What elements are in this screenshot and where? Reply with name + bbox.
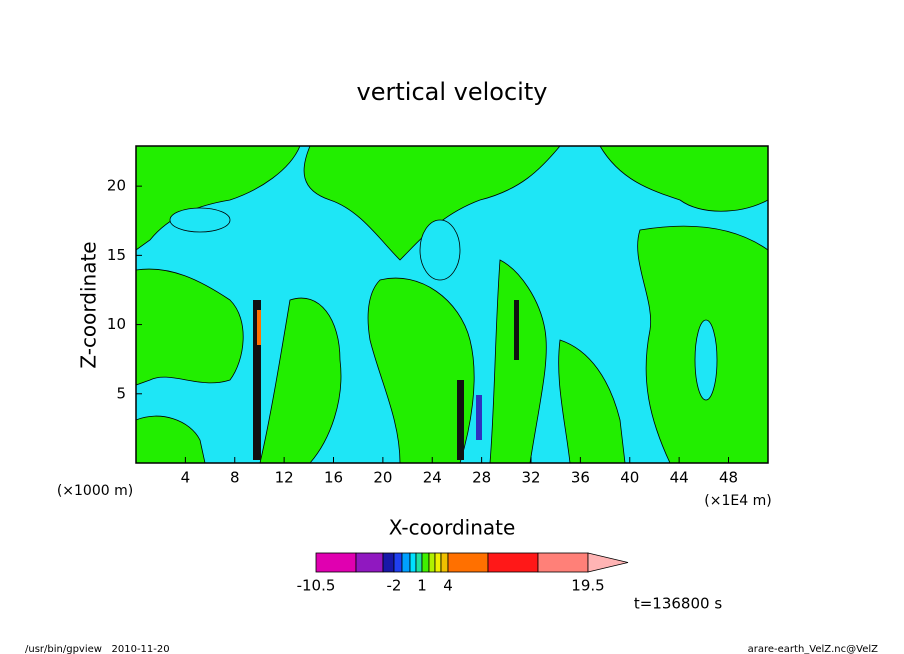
y-tick-label: 15 (107, 246, 126, 264)
colorbar-segment (355, 552, 384, 573)
colorbar-segment (434, 552, 442, 573)
colorbar-segment (409, 552, 417, 573)
y-tick-label: 10 (107, 315, 126, 333)
colorbar-label: 19.5 (571, 577, 604, 595)
colorbar-segment (447, 552, 489, 573)
colorbar-label: -10.5 (297, 577, 336, 595)
colorbar-segment (537, 552, 589, 573)
x-tick-label: 20 (373, 469, 392, 487)
y-tick-label: 20 (107, 177, 126, 195)
x-unit-left: (×1000 m) (57, 483, 133, 499)
y-axis-label: Z-coordinate (77, 241, 101, 368)
colorbar-segment (382, 552, 395, 573)
x-tick-label: 36 (571, 469, 590, 487)
colorbar-extension (587, 552, 629, 573)
colorbar-label: -2 (387, 577, 402, 595)
x-tick-label: 48 (719, 469, 738, 487)
chart-title: vertical velocity (357, 78, 548, 106)
footer-right: arare-earth_VelZ.nc@VelZ (748, 644, 879, 654)
x-tick-label: 12 (275, 469, 294, 487)
x-tick-label: 8 (230, 469, 240, 487)
x-tick-label: 32 (521, 469, 540, 487)
field-regions (135, 145, 769, 464)
x-tick-label: 24 (423, 469, 442, 487)
plot-frame (135, 145, 769, 464)
x-tick-label: 44 (670, 469, 689, 487)
colorbar-segment (315, 552, 357, 573)
colorbar-segment (401, 552, 411, 573)
colorbar-segment (421, 552, 430, 573)
colorbar-label: 1 (417, 577, 427, 595)
contour-field (135, 145, 769, 464)
x-tick-label: 28 (472, 469, 491, 487)
colorbar-segment (487, 552, 539, 573)
colorbar-segment (428, 552, 436, 573)
colorbar-label: 4 (443, 577, 453, 595)
field-streaks (253, 300, 519, 460)
y-tick-label: 5 (116, 384, 126, 402)
colorbar-segment (440, 552, 449, 573)
footer-left: /usr/bin/gpview 2010-11-20 (25, 644, 170, 654)
x-tick-label: 40 (620, 469, 639, 487)
time-label: t=136800 s (634, 595, 722, 613)
x-axis-label: X-coordinate (389, 516, 516, 540)
x-tick-label: 16 (324, 469, 343, 487)
colorbar-segment (415, 552, 423, 573)
x-tick-label: 4 (181, 469, 191, 487)
x-unit-right: (×1E4 m) (704, 493, 771, 509)
colorbar-segment (393, 552, 403, 573)
